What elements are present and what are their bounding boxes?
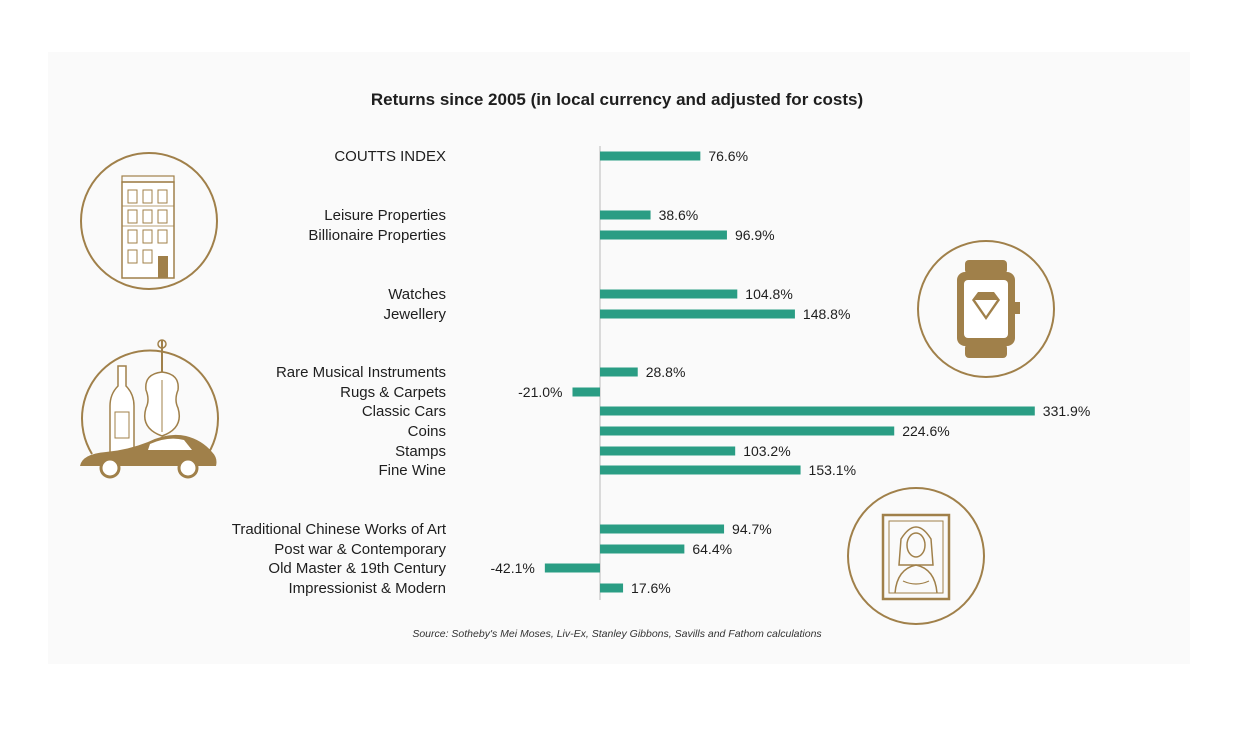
- category-label-traditional-chinese-works-of-art: Traditional Chinese Works of Art: [232, 521, 447, 538]
- category-label-billionaire-properties: Billionaire Properties: [308, 227, 446, 244]
- source-note: Source: Sotheby's Mei Moses, Liv-Ex, Sta…: [412, 628, 822, 640]
- value-label-fine-wine: 153.1%: [809, 462, 856, 478]
- value-label-watches: 104.8%: [745, 286, 792, 302]
- bar-old-master-and-19th-century: [544, 563, 600, 573]
- category-label-classic-cars: Classic Cars: [362, 403, 446, 420]
- bar-stamps: [600, 446, 736, 456]
- value-label-rare-musical-instruments: 28.8%: [646, 364, 686, 380]
- bar-rare-musical-instruments: [600, 367, 638, 377]
- value-label-stamps: 103.2%: [743, 443, 790, 459]
- category-label-old-master-and-19th-century: Old Master & 19th Century: [268, 560, 446, 577]
- bar-post-war-and-contemporary: [600, 544, 685, 554]
- category-label-post-war-and-contemporary: Post war & Contemporary: [274, 541, 446, 558]
- bar-leisure-properties: [600, 210, 651, 220]
- value-label-billionaire-properties: 96.9%: [735, 227, 775, 243]
- category-label-rare-musical-instruments: Rare Musical Instruments: [276, 364, 446, 381]
- value-label-old-master-and-19th-century: -42.1%: [490, 560, 534, 576]
- bar-coins: [600, 426, 895, 436]
- value-label-jewellery: 148.8%: [803, 306, 850, 322]
- category-label-watches: Watches: [388, 286, 446, 303]
- category-label-leisure-properties: Leisure Properties: [324, 207, 446, 224]
- bar-jewellery: [600, 309, 795, 319]
- mona-lisa-icon: [847, 487, 985, 625]
- category-label-jewellery: Jewellery: [383, 306, 446, 323]
- category-label-rugs-and-carpets: Rugs & Carpets: [340, 384, 446, 401]
- category-label-stamps: Stamps: [395, 443, 446, 460]
- category-label-coutts-index: COUTTS INDEX: [334, 148, 446, 165]
- value-labels: 76.6% 38.6% 96.9% 104.8% 148.8% 28.8% -21.0% 33…: [490, 148, 1090, 596]
- value-label-impressionist-and-modern: 17.6%: [631, 580, 671, 596]
- bar-rugs-and-carpets: [572, 387, 600, 397]
- category-label-coins: Coins: [408, 423, 446, 440]
- category-label-impressionist-and-modern: Impressionist & Modern: [288, 580, 446, 597]
- bar-billionaire-properties: [600, 230, 727, 240]
- value-label-traditional-chinese-works-of-art: 94.7%: [732, 521, 772, 537]
- bar-classic-cars: [600, 406, 1035, 416]
- value-label-post-war-and-contemporary: 64.4%: [692, 541, 732, 557]
- value-label-leisure-properties: 38.6%: [659, 207, 699, 223]
- bar-fine-wine: [600, 465, 801, 475]
- bars: [544, 151, 1035, 593]
- value-label-coutts-index: 76.6%: [708, 148, 748, 164]
- bar-watches: [600, 289, 738, 299]
- bar-coutts-index: [600, 151, 701, 161]
- category-labels: COUTTS INDEX Leisure Properties Billionair…: [232, 148, 447, 597]
- bar-impressionist-and-modern: [600, 583, 624, 593]
- category-label-fine-wine: Fine Wine: [378, 462, 446, 479]
- value-label-coins: 224.6%: [902, 423, 949, 439]
- wine-violin-car-icon: [80, 339, 219, 479]
- chart-title: Returns since 2005 (in local currency an…: [370, 90, 864, 109]
- bar-traditional-chinese-works-of-art: [600, 524, 725, 534]
- watch-icon: [917, 240, 1055, 378]
- value-label-rugs-and-carpets: -21.0%: [518, 384, 562, 400]
- townhouse-icon: [80, 152, 218, 290]
- value-label-classic-cars: 331.9%: [1043, 403, 1090, 419]
